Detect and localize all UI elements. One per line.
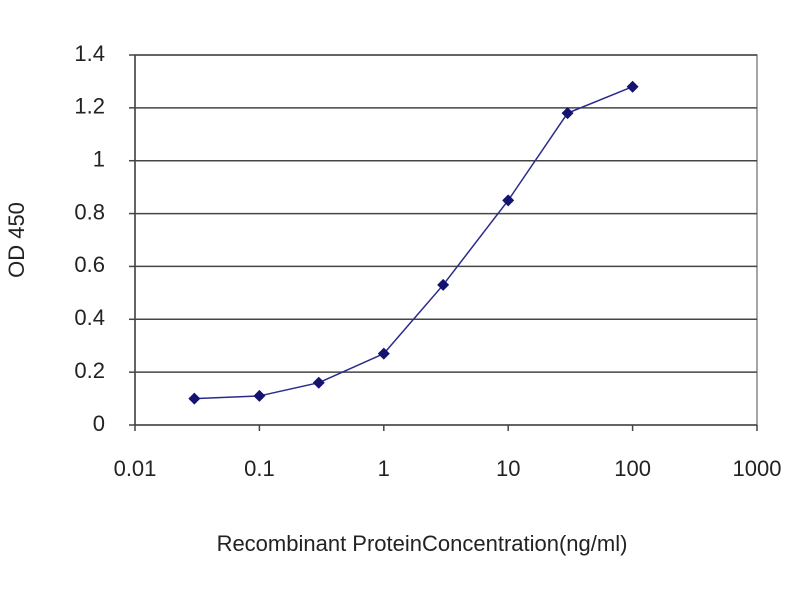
x-tick-label: 1000 <box>733 456 782 481</box>
y-tick-label: 0 <box>93 411 105 436</box>
y-axis-label: OD 450 <box>4 202 29 278</box>
data-point <box>437 278 450 291</box>
y-tick-label: 0.6 <box>74 252 105 277</box>
data-point <box>312 376 325 389</box>
plot-area <box>134 54 758 426</box>
y-tick-label: 0.2 <box>74 358 105 383</box>
x-tick-label: 0.01 <box>114 456 157 481</box>
x-axis-label: Recombinant ProteinConcentration(ng/ml) <box>217 531 628 556</box>
y-tick-label: 1 <box>93 147 105 172</box>
data-point <box>377 347 390 360</box>
data-point <box>502 194 515 207</box>
y-tick-label: 1.2 <box>74 94 105 119</box>
series-line <box>194 86 633 400</box>
x-tick-label: 100 <box>614 456 651 481</box>
x-tick-label: 0.1 <box>244 456 275 481</box>
data-point <box>626 80 639 93</box>
data-point <box>188 392 201 405</box>
y-tick-label: 0.4 <box>74 305 105 330</box>
data-point <box>253 389 266 402</box>
x-tick-label: 1 <box>378 456 390 481</box>
data-point <box>561 107 574 120</box>
y-tick-label: 0.8 <box>74 199 105 224</box>
x-tick-label: 10 <box>496 456 520 481</box>
y-tick-label: 1.4 <box>74 41 105 66</box>
